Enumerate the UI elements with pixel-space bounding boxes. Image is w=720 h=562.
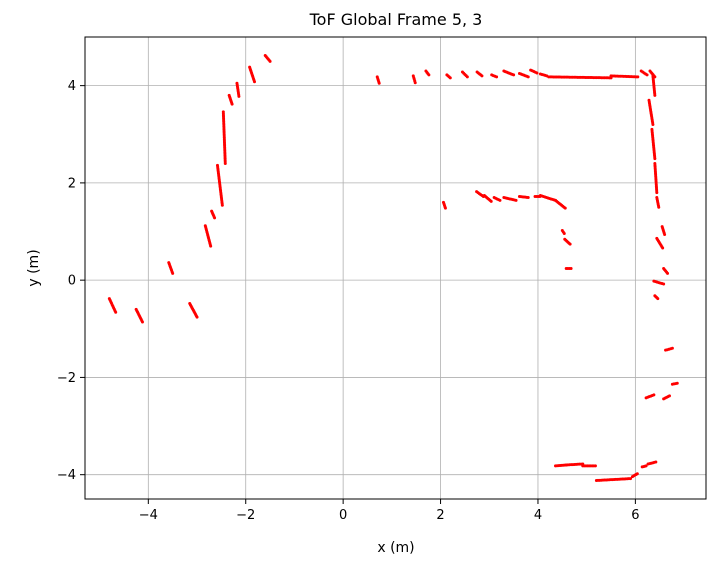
data-point [220, 203, 224, 207]
data-point [644, 464, 648, 468]
x-tick-label: 2 [436, 508, 444, 523]
x-tick-label: 0 [339, 508, 347, 523]
data-point [663, 232, 667, 236]
data-point [252, 80, 256, 84]
data-point [593, 464, 597, 468]
data-point [512, 73, 516, 77]
data-point [657, 205, 661, 209]
data-point [675, 381, 679, 385]
data-point [448, 76, 452, 80]
grid [85, 37, 706, 499]
data-point [653, 157, 657, 161]
chart-title: ToF Global Frame 5, 3 [309, 10, 483, 29]
data-point [652, 393, 656, 397]
x-tick-label: 4 [534, 508, 542, 523]
data-point [230, 102, 234, 106]
data-point [498, 198, 502, 202]
data-point [268, 59, 272, 63]
data-point [195, 315, 199, 319]
data-point [140, 320, 144, 324]
data-point [495, 75, 499, 79]
x-tick-label: −2 [236, 508, 255, 523]
x-tick-label: −4 [139, 508, 158, 523]
data-point [514, 198, 518, 202]
data-point [535, 71, 539, 75]
data-point [413, 81, 417, 85]
data-point [443, 206, 447, 210]
y-tick-label: 4 [68, 79, 76, 94]
axis-ticks: −4 −2 0 2 4 6 −4 −2 0 2 4 [57, 79, 640, 523]
y-tick-label: 2 [68, 176, 76, 191]
data-point [636, 75, 640, 79]
data-point [635, 472, 639, 476]
data-point [562, 231, 566, 235]
plot-frame [84, 36, 707, 500]
data-point [213, 216, 217, 220]
data-point [427, 73, 431, 77]
data-point [645, 73, 649, 77]
data-point [209, 244, 213, 248]
data-point [629, 477, 633, 481]
data-point [526, 75, 530, 79]
data-point [564, 463, 568, 467]
data-point [651, 123, 655, 127]
data-point [237, 94, 241, 98]
data-series [107, 53, 679, 483]
data-point [538, 195, 542, 199]
data-point [489, 199, 493, 203]
x-axis-label: x (m) [377, 540, 414, 556]
data-point [526, 195, 530, 199]
data-point [667, 394, 671, 398]
data-point [581, 462, 585, 466]
y-tick-label: −2 [57, 371, 76, 386]
data-point [568, 242, 572, 246]
x-tick-label: 6 [631, 508, 639, 523]
data-point [666, 271, 670, 275]
data-point [563, 206, 567, 210]
data-point [553, 198, 557, 202]
data-point [171, 271, 175, 275]
data-point [655, 191, 659, 195]
data-point [480, 74, 484, 78]
data-point [569, 266, 573, 270]
data-point [662, 282, 666, 286]
data-point [223, 161, 227, 165]
y-axis-label: y (m) [26, 249, 42, 286]
data-point [653, 93, 657, 97]
data-point [656, 297, 660, 301]
data-point [481, 195, 485, 199]
data-point [670, 346, 674, 350]
y-tick-label: −4 [57, 468, 76, 483]
y-tick-label: 0 [68, 274, 76, 289]
data-point [465, 75, 469, 79]
data-point [661, 246, 665, 250]
data-point [377, 81, 381, 85]
data-point [114, 310, 118, 314]
data-point [654, 460, 658, 464]
